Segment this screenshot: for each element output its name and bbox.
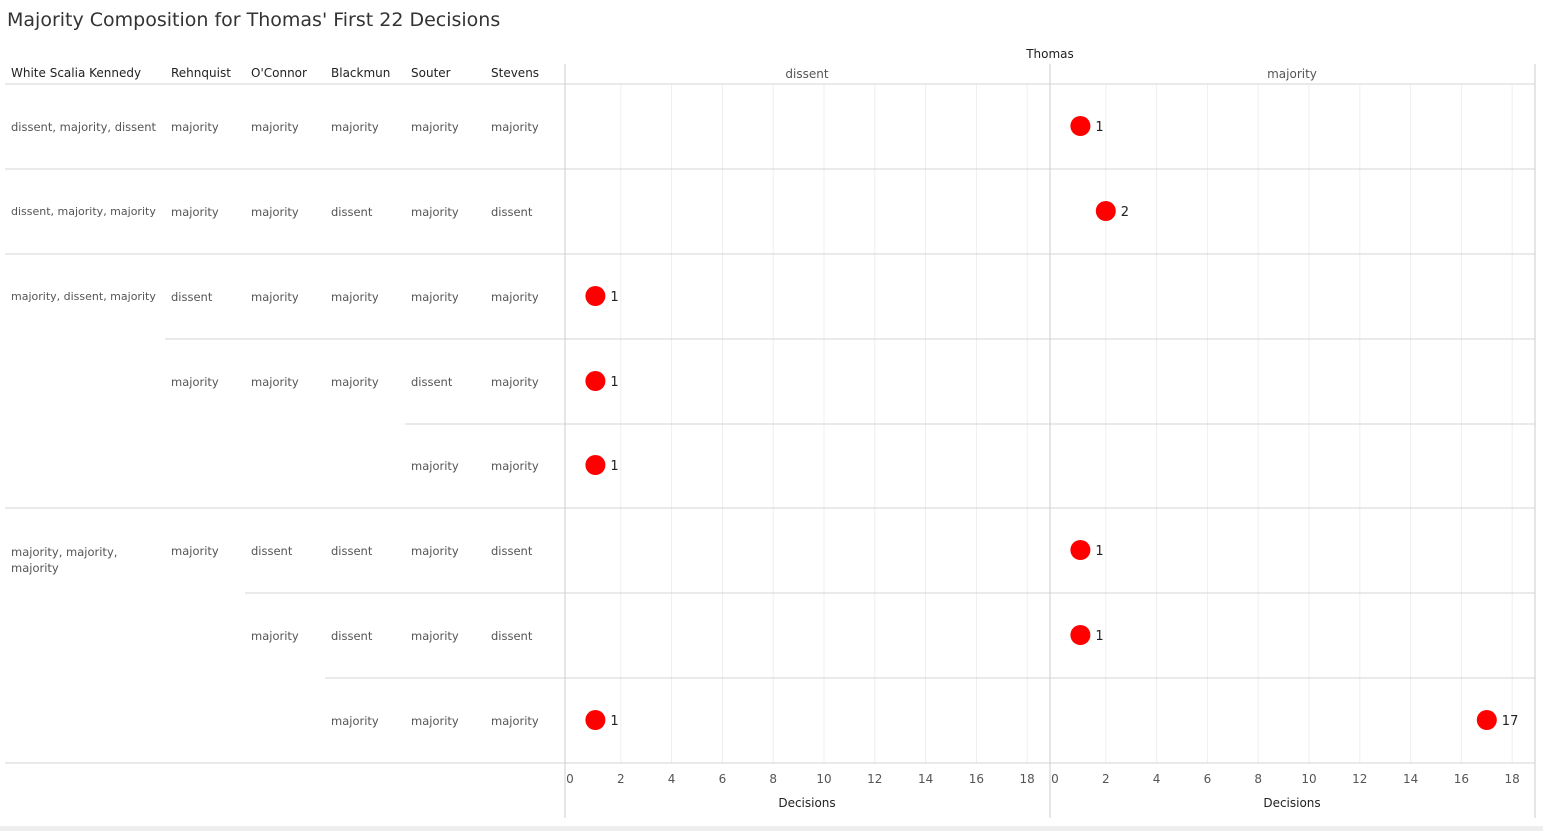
x-axis-label-majority: Decisions [1263,796,1320,810]
row-3-souter: majority [411,290,459,304]
row-6-wsk: majority, majority, majority [11,545,118,575]
dot-row5-dissent[interactable] [585,455,606,475]
tick-label-majority-10: 10 [1301,772,1316,786]
tick-label-dissent-14: 14 [918,772,933,786]
dot-row7-majority[interactable] [1070,625,1091,645]
row-6-rehnquist: majority [171,544,219,558]
row-1-blackmun: majority [331,120,379,134]
data-label-row7-majority: 1 [1095,629,1103,644]
row-7-blackmun: dissent [331,629,373,643]
row-4-souter: dissent [411,375,453,389]
tick-label-majority-16: 16 [1454,772,1469,786]
row-2-wsk: dissent, majority, majority [11,205,156,218]
row-7-souter: majority [411,629,459,643]
dot-row8-dissent[interactable] [585,710,606,730]
data-label-row2-majority: 2 [1121,205,1129,220]
data-label-row8-majority: 17 [1502,714,1519,729]
row-8-souter: majority [411,714,459,728]
data-marks: 1 2 1 1 1 1 1 1 17 [585,116,1518,730]
chart-frame [5,64,1536,818]
row-5-stevens: majority [491,459,539,473]
row-1-stevens: majority [491,120,539,134]
tick-label-majority-14: 14 [1403,772,1418,786]
header-stevens: Stevens [491,66,540,80]
row-1-oconnor: majority [251,120,299,134]
row-6-oconnor: dissent [251,544,293,558]
dot-row8-majority[interactable] [1476,710,1497,730]
tick-label-majority-8: 8 [1254,772,1262,786]
row-4-blackmun: majority [331,375,379,389]
tick-label-dissent-0: 0 [566,772,574,786]
row-3-blackmun: majority [331,290,379,304]
data-label-row4-dissent: 1 [610,375,618,390]
row-2-souter: majority [411,205,459,219]
dot-row1-majority[interactable] [1070,116,1091,136]
panel-label-majority: majority [1267,67,1317,81]
row-2-blackmun: dissent [331,205,373,219]
row-6-blackmun: dissent [331,544,373,558]
row-2-stevens: dissent [491,205,533,219]
tick-label-dissent-10: 10 [816,772,831,786]
header-white-scalia-kennedy: White Scalia Kennedy [11,66,142,80]
header-oconnor: O'Connor [251,66,307,80]
dot-row4-dissent[interactable] [585,371,606,391]
tick-label-majority-4: 4 [1153,772,1161,786]
panel-label-dissent: dissent [785,67,828,81]
row-1-wsk: dissent, majority, dissent [11,120,157,134]
row-6-souter: majority [411,544,459,558]
tick-label-dissent-8: 8 [769,772,777,786]
dot-row2-majority[interactable] [1095,201,1116,221]
data-label-row1-majority: 1 [1095,120,1103,135]
tick-label-dissent-6: 6 [719,772,727,786]
row-4-oconnor: majority [251,375,299,389]
x-axis-ticks: 0 2 4 6 8 10 12 14 16 18 0 2 4 6 8 10 12 14 16 18 [566,772,1520,786]
tick-label-dissent-2: 2 [617,772,625,786]
row-7-stevens: dissent [491,629,533,643]
tick-label-dissent-16: 16 [969,772,984,786]
tick-label-dissent-12: 12 [867,772,882,786]
bottom-scrollbar-track [0,826,1543,831]
chart-title: Majority Composition for Thomas' First 2… [7,9,501,31]
header-souter: Souter [411,66,451,80]
row-3-oconnor: majority [251,290,299,304]
row-4-stevens: majority [491,375,539,389]
tick-label-majority-18: 18 [1505,772,1520,786]
data-label-row8-dissent: 1 [610,714,618,729]
row-8-stevens: majority [491,714,539,728]
tick-label-majority-2: 2 [1102,772,1110,786]
dot-row3-dissent[interactable] [585,286,606,306]
data-label-row5-dissent: 1 [610,459,618,474]
row-3-rehnquist: dissent [171,290,213,304]
x-axis-label-dissent: Decisions [778,796,835,810]
row-1-souter: majority [411,120,459,134]
tick-label-majority-6: 6 [1204,772,1212,786]
row-1-rehnquist: majority [171,120,219,134]
column-header-thomas: Thomas [1025,47,1074,61]
row-2-oconnor: majority [251,205,299,219]
row-3-stevens: majority [491,290,539,304]
row-6-stevens: dissent [491,544,533,558]
header-rehnquist: Rehnquist [171,66,231,80]
header-blackmun: Blackmun [331,66,391,80]
tick-label-dissent-4: 4 [668,772,676,786]
row-7-oconnor: majority [251,629,299,643]
row-8-blackmun: majority [331,714,379,728]
row-5-souter: majority [411,459,459,473]
tick-label-majority-0: 0 [1051,772,1059,786]
data-label-row3-dissent: 1 [610,290,618,305]
dot-row6-majority[interactable] [1070,540,1091,560]
row-2-rehnquist: majority [171,205,219,219]
tick-label-majority-12: 12 [1352,772,1367,786]
data-label-row6-majority: 1 [1095,544,1103,559]
tick-label-dissent-18: 18 [1020,772,1035,786]
row-3-wsk: majority, dissent, majority [11,290,156,303]
row-4-rehnquist: majority [171,375,219,389]
